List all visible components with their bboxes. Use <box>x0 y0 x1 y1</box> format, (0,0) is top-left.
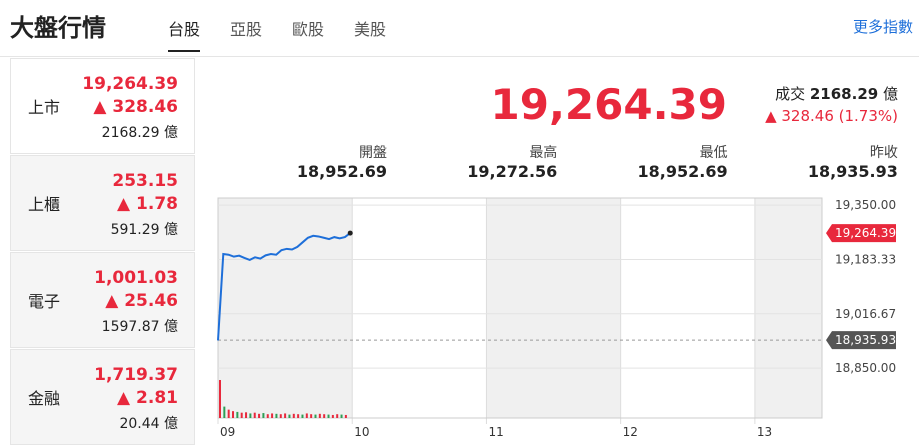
badge <box>826 331 896 350</box>
volume: 20.44 億 <box>119 416 178 432</box>
price: 253.15 <box>112 171 178 191</box>
volume-bar <box>301 414 304 418</box>
volume-bar <box>236 411 239 418</box>
volume-bar <box>227 409 230 418</box>
volume: 2168.29 億 <box>101 125 178 141</box>
day-shade <box>486 198 621 418</box>
name: 電子 <box>28 292 61 311</box>
volume-bar <box>240 412 243 418</box>
volume-bar <box>271 413 274 418</box>
turnover: 成交 2168.29 億 <box>775 83 898 104</box>
volume-bar <box>249 413 252 418</box>
stat-label: 昨收 <box>869 145 898 161</box>
volume-bar <box>279 414 282 418</box>
volume-bar <box>253 412 256 418</box>
change: ▲ 328.46 (1.73%) <box>765 107 898 125</box>
volume-bar <box>297 414 300 418</box>
name: 上櫃 <box>28 195 61 214</box>
value: 328.46 (1.73%) <box>781 107 898 125</box>
x-tick-label: 10 <box>354 425 369 439</box>
volume-bar <box>245 412 248 418</box>
volume-bar <box>275 413 278 418</box>
volume-bar <box>344 414 347 418</box>
stat-value: 18,952.69 <box>296 162 387 181</box>
sidebar-item <box>10 155 195 251</box>
label: 成交 <box>775 85 806 103</box>
day-shade <box>218 198 353 418</box>
last-point <box>347 230 353 236</box>
x-tick-label: 09 <box>220 425 235 439</box>
price: 19,264.39 <box>82 74 178 94</box>
tab[interactable]: 台股 <box>168 16 201 52</box>
price-line <box>217 232 351 341</box>
badge-label: 19,264.39 <box>835 226 896 240</box>
volume-bar <box>258 413 261 418</box>
y-tick-label: 19,016.67 <box>835 307 896 321</box>
stat-value: 18,952.69 <box>637 162 728 181</box>
value: 2.81 <box>136 388 178 408</box>
volume-bar <box>310 414 313 418</box>
divider <box>0 56 919 57</box>
stat-value: 18,935.93 <box>807 162 898 181</box>
y-tick-label: 18,850.00 <box>835 361 896 375</box>
change: ▲ 328.46 <box>93 97 178 117</box>
volume-bar <box>288 414 291 418</box>
unit: 億 <box>882 85 898 103</box>
value: 25.46 <box>124 291 178 311</box>
x-tick-label: 11 <box>488 425 503 439</box>
stat-label: 最低 <box>699 145 728 161</box>
volume: 591.29 億 <box>110 222 178 238</box>
y-tick-label: 19,350.00 <box>835 198 896 212</box>
price: 1,719.37 <box>94 365 178 385</box>
badge <box>826 224 896 243</box>
price: 1,001.03 <box>94 268 178 288</box>
sidebar-item <box>10 252 195 348</box>
change: ▲ 2.81 <box>117 388 178 408</box>
big-price: 19,264.39 <box>490 80 727 129</box>
value: 328.46 <box>112 97 178 117</box>
sidebar-item <box>10 58 195 154</box>
volume-bar <box>223 406 226 418</box>
change: ▲ 25.46 <box>105 291 178 311</box>
volume: 1597.87 億 <box>101 319 178 335</box>
volume-bar <box>314 414 317 418</box>
volume-bar <box>266 414 269 418</box>
stat-value: 19,272.56 <box>467 162 558 181</box>
volume-bar <box>318 413 321 418</box>
volume-bar <box>232 411 235 418</box>
volume-bar <box>284 413 287 418</box>
x-tick-label: 12 <box>623 425 638 439</box>
tab[interactable]: 亞股 <box>230 20 263 39</box>
volume-bar <box>331 414 334 418</box>
value: 2168.29 <box>809 85 879 103</box>
volume-bar <box>305 413 308 418</box>
badge-label: 18,935.93 <box>835 333 896 347</box>
volume-bar <box>340 414 343 418</box>
more-link[interactable]: 更多指數 <box>853 18 914 36</box>
sidebar-item <box>10 349 195 445</box>
name: 金融 <box>28 389 61 408</box>
stat-label: 開盤 <box>359 145 387 161</box>
y-tick-label: 19,183.33 <box>835 252 896 266</box>
volume-bar <box>262 413 265 418</box>
stat-label: 最高 <box>529 145 558 161</box>
volume-bar <box>323 414 326 418</box>
value: 1.78 <box>136 194 178 214</box>
tab[interactable]: 美股 <box>354 20 387 39</box>
volume-bar <box>327 414 330 418</box>
name: 上市 <box>28 98 61 117</box>
x-tick-label: 13 <box>757 425 772 439</box>
change: ▲ 1.78 <box>117 194 178 214</box>
plot-border <box>217 197 823 419</box>
volume-bar <box>336 414 339 418</box>
day-shade <box>754 198 822 418</box>
title: 大盤行情 <box>10 14 106 42</box>
tab[interactable]: 歐股 <box>292 20 325 39</box>
volume-bar <box>292 413 295 418</box>
volume-bar <box>219 380 221 418</box>
